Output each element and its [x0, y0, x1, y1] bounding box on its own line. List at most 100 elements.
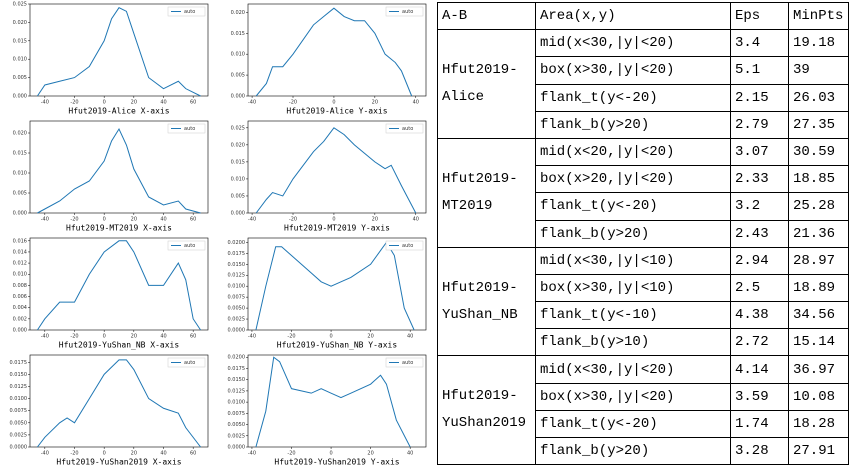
y-tick-label: 0.005: [231, 193, 245, 199]
y-tick-label: 0.015: [231, 159, 245, 165]
area-cell: flank_b(y>20): [535, 219, 731, 248]
y-tick-label: 0.020: [13, 131, 27, 137]
area-cell: flank_b(y>10): [535, 328, 731, 357]
y-tick-label: 0.0075: [228, 295, 246, 301]
figure: 0.000 0.005 0.010 0.015 0.020 0.025 -40 -20 0 20 4…: [10, 2, 427, 466]
x-tick-label: 20: [131, 334, 137, 340]
x-tick-label: 40: [160, 217, 166, 223]
y-tick-label: 0.0150: [228, 262, 246, 268]
x-tick-label: 60: [190, 451, 196, 457]
y-tick-label: 0.004: [13, 305, 27, 311]
minpts-cell: 15.14: [788, 328, 849, 357]
area-cell: box(x>30,|y|<20): [535, 382, 731, 411]
plot-frame: [247, 237, 427, 331]
subplot: 0.000 0.005 0.010 0.015 0.020 0.025 -40 -20 0 20 4…: [13, 2, 209, 116]
y-tick-label: 0.005: [13, 191, 27, 197]
x-tick-label: 0: [329, 451, 332, 457]
x-tick-label: 20: [372, 100, 378, 106]
x-tick-label: 0: [103, 217, 106, 223]
minpts-cell: 39: [788, 56, 849, 85]
table-row: flank_b(y>20) 2.79 27.35: [438, 110, 849, 139]
density-line: [255, 356, 411, 448]
y-tick-label: 0.0200: [228, 240, 246, 246]
y-tick-label: 0.0125: [228, 273, 246, 279]
x-tick-label: 0: [103, 451, 106, 457]
y-tick-label: 0.0025: [228, 317, 246, 323]
density-line: [255, 241, 415, 331]
x-tick-label: 40: [160, 451, 166, 457]
header-cell: MinPts: [788, 1, 849, 31]
x-tick-label: -40: [41, 217, 49, 223]
y-tick-label: 0.000: [231, 211, 245, 217]
y-tick-label: 0.0075: [10, 408, 28, 414]
group-cell: Hfut2019-MT2019: [437, 137, 536, 248]
table-row: flank_t(y<-20) 3.2 25.28: [438, 192, 849, 221]
x-tick-label: -40: [41, 334, 49, 340]
eps-cell: 2.94: [730, 246, 789, 275]
plot-frame: [247, 3, 427, 97]
y-tick-label: 0.005: [231, 73, 245, 79]
y-tick-label: 0.020: [13, 20, 27, 26]
y-tick-label: 0.014: [13, 249, 27, 255]
y-tick-label: 0.0125: [228, 388, 246, 394]
table-row: box(x>30,|y|<20) 3.59 10.08: [438, 382, 849, 411]
eps-cell: 2.15: [730, 83, 789, 112]
y-tick-label: 0.000: [231, 94, 245, 100]
x-tick-label: 40: [160, 334, 166, 340]
y-tick-label: 0.0175: [228, 366, 246, 372]
density-line: [37, 359, 201, 448]
eps-cell: 1.74: [730, 409, 789, 439]
x-axis-caption: Hfut2019-MT2019 Y-axis: [284, 224, 390, 233]
plot-frame: [29, 354, 209, 448]
y-tick-label: 0.015: [13, 151, 27, 157]
eps-cell: 4.38: [730, 301, 789, 330]
plot-frame: [29, 120, 209, 214]
legend-label: auto: [402, 243, 413, 249]
legend-box: [167, 123, 206, 134]
x-tick-label: -20: [289, 217, 297, 223]
y-tick-label: 0.0100: [228, 400, 246, 406]
eps-cell: 3.4: [730, 29, 789, 58]
y-tick-label: 0.016: [13, 238, 27, 244]
minpts-cell: 18.89: [788, 273, 849, 303]
eps-cell: 3.07: [730, 137, 789, 167]
x-axis-caption: Hfut2019-YuShan_NB Y-axis: [277, 341, 398, 350]
minpts-cell: 10.08: [788, 382, 849, 411]
area-cell: flank_t(y<-20): [535, 83, 731, 112]
subplot: 0.000 0.005 0.010 0.015 0.020 -40 -20 0 20 40 auto…: [231, 3, 427, 116]
minpts-cell: 18.85: [788, 165, 849, 194]
table-row: Hfut2019-Alice mid(x<30,|y|<20) 3.4 19.18: [437, 29, 849, 139]
x-tick-label: 20: [367, 334, 373, 340]
area-cell: mid(x<30,|y|<20): [535, 355, 731, 384]
y-tick-label: 0.0150: [10, 372, 28, 378]
eps-cell: 2.33: [730, 165, 789, 194]
density-line: [255, 127, 417, 214]
group-cell: Hfut2019-YuShan_NB: [437, 246, 536, 357]
x-tick-label: 60: [190, 217, 196, 223]
y-tick-label: 0.010: [13, 171, 27, 177]
legend-label: auto: [184, 126, 195, 132]
y-tick-label: 0.025: [13, 2, 27, 8]
table-row: flank_t(y<-20) 1.74 18.28: [438, 409, 849, 439]
y-tick-label: 0.0075: [228, 411, 246, 417]
x-axis-caption: Hfut2019-YuShan2019 X-axis: [56, 458, 181, 466]
eps-cell: 2.72: [730, 328, 789, 357]
y-tick-label: 0.0050: [228, 422, 246, 428]
y-tick-label: 0.015: [231, 31, 245, 37]
table-row: box(x>20,|y|<20) 2.33 18.85: [438, 165, 849, 194]
y-tick-label: 0.0000: [228, 445, 246, 451]
x-tick-label: 20: [131, 451, 137, 457]
minpts-cell: 27.35: [788, 110, 849, 139]
x-tick-label: -20: [287, 451, 295, 457]
legend-box: [385, 357, 424, 368]
x-axis-caption: Hfut2019-Alice X-axis: [68, 107, 169, 116]
density-line: [37, 127, 201, 214]
x-tick-label: 0: [103, 334, 106, 340]
header-cell: Area(x,y): [535, 1, 731, 31]
x-tick-label: -20: [70, 217, 78, 223]
x-axis-caption: Hfut2019-Alice Y-axis: [286, 107, 387, 116]
y-tick-label: 0.0025: [228, 433, 246, 439]
subplot: 0.000 0.002 0.004 0.006 0.008 0.010 0.012 0.014…: [13, 237, 209, 350]
y-tick-label: 0.000: [13, 94, 27, 100]
x-tick-label: -20: [70, 334, 78, 340]
